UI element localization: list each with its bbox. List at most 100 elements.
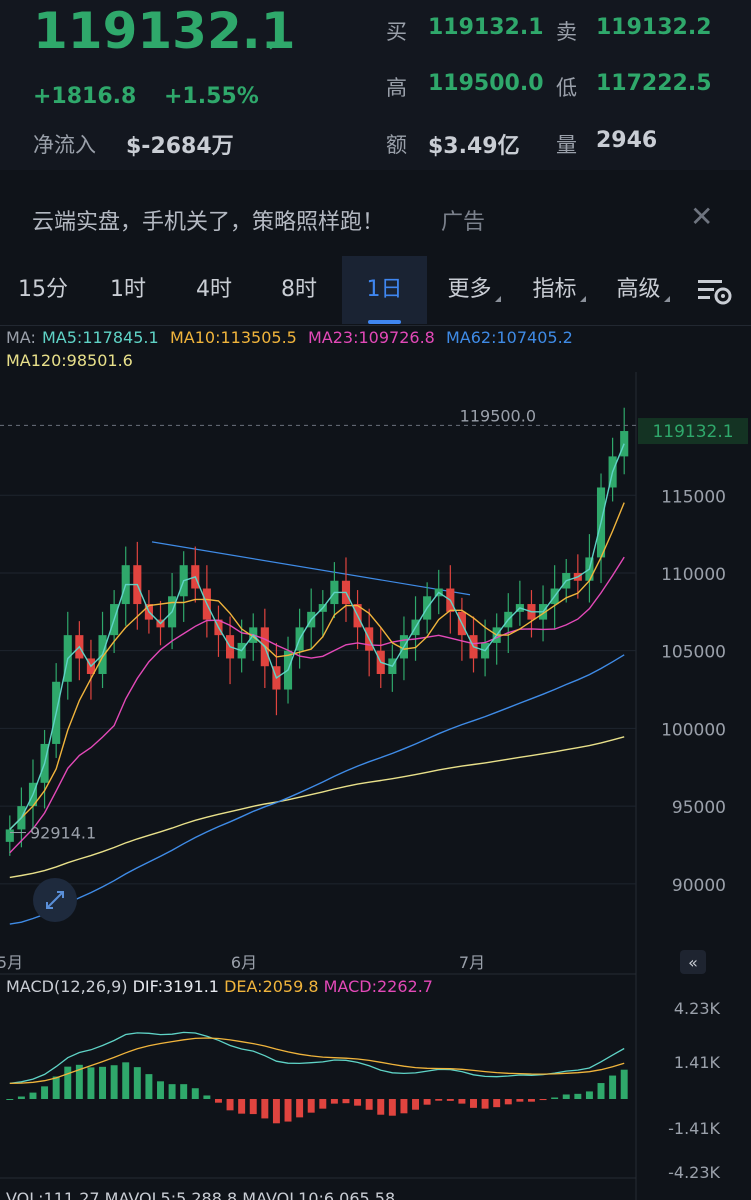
price-change-pct: +1.55% (164, 84, 259, 109)
ma62-line (9, 654, 625, 925)
amount-value: $3.49亿 (428, 134, 520, 159)
tab-advanced-label: 高级 (616, 277, 661, 302)
macd-bar (458, 1099, 466, 1104)
macd-bar (261, 1099, 269, 1119)
high-annotation: 119500.0 (460, 406, 536, 425)
macd-bar (470, 1099, 477, 1108)
tab-1h[interactable]: 1时 (110, 277, 146, 302)
macd-tick-label: -4.23K (668, 1163, 720, 1182)
macd-bar (435, 1099, 443, 1101)
macd-bar (481, 1099, 489, 1109)
bid-value: 119132.1 (428, 15, 544, 40)
ask-value: 119132.2 (596, 15, 712, 40)
ma23-line (9, 556, 625, 854)
x-tick-label: 5月 (0, 953, 23, 972)
macd-bar (6, 1099, 14, 1100)
macd-bar (99, 1066, 107, 1099)
tab-15m[interactable]: 15分 (18, 277, 68, 302)
ask-label: 卖 (556, 20, 577, 44)
volume-label: 量 (556, 133, 577, 157)
price-change: +1816.8 (33, 84, 137, 109)
net-inflow-label: 净流入 (33, 133, 96, 157)
macd-tick-label: 1.41K (674, 1053, 721, 1072)
trend-line (151, 541, 471, 596)
double-chevron-left-icon: « (688, 953, 698, 972)
dea-line (9, 1037, 625, 1085)
ad-banner[interactable] (0, 176, 751, 256)
tab-1d[interactable]: 1日 (342, 256, 427, 324)
macd-bar (342, 1099, 350, 1104)
macd-bar (272, 1099, 280, 1124)
macd-bar (319, 1099, 327, 1109)
ad-text[interactable]: 云端实盘，手机关了，策略照样跑！ (32, 210, 385, 235)
volume-value: 2946 (596, 128, 658, 153)
last-price: 119132.1 (33, 2, 296, 60)
macd-bar (87, 1067, 95, 1099)
macd-bar (110, 1065, 118, 1099)
tab-advanced[interactable]: 高级 (602, 256, 684, 324)
macd-bar (400, 1099, 408, 1114)
tab-more[interactable]: 更多 (432, 256, 516, 324)
tab-indicators[interactable]: 指标 (518, 256, 600, 324)
macd-tick-label: 4.23K (674, 999, 721, 1018)
tab-4h[interactable]: 4时 (196, 277, 232, 302)
low-label: 低 (556, 76, 577, 100)
macd-bar (168, 1084, 176, 1099)
macd-bar (296, 1099, 304, 1118)
macd-bar (609, 1075, 617, 1099)
macd-bar (493, 1099, 501, 1108)
macd-bar (412, 1099, 420, 1110)
ma23-legend: MA23:109726.8 (308, 328, 435, 347)
chart-settings-icon[interactable] (696, 276, 734, 306)
close-icon[interactable]: ✕ (690, 200, 714, 233)
macd-bar (203, 1095, 211, 1099)
ma5-line (9, 443, 625, 830)
macd-bar (133, 1067, 141, 1099)
ma-prefix: MA: (6, 328, 36, 347)
macd-bar (249, 1099, 257, 1115)
macd-bar (620, 1069, 628, 1099)
tab-8h[interactable]: 8时 (281, 277, 317, 302)
y-tick-label: 105000 (661, 643, 726, 663)
macd-bar (214, 1099, 222, 1103)
macd-bar (330, 1099, 338, 1104)
low-annotation: 92914.1 (30, 824, 96, 843)
expand-icon (46, 891, 64, 909)
quote-header (0, 0, 751, 170)
macd-bar (377, 1099, 385, 1115)
macd-bar (64, 1066, 72, 1099)
y-tick-label: 90000 (672, 876, 726, 896)
macd-bar (180, 1084, 188, 1099)
macd-bar (52, 1076, 60, 1099)
macd-bar (145, 1074, 153, 1099)
amount-label: 额 (386, 133, 407, 157)
macd-bar (562, 1094, 570, 1099)
high-label: 高 (386, 76, 407, 100)
macd-bar (504, 1099, 512, 1105)
y-tick-label: 110000 (661, 565, 726, 585)
y-tick-label: 95000 (672, 798, 726, 818)
y-tick-label: 100000 (661, 720, 726, 740)
ad-tag: 广告 (441, 210, 486, 235)
macd-bar (597, 1083, 605, 1099)
macd-bar (307, 1099, 315, 1113)
macd-bar (516, 1099, 524, 1102)
last-price-tag: 119132.1 (652, 422, 733, 442)
candlestick-chart[interactable]: 115000 110000 105000 100000 95000 90000 119500… (0, 372, 751, 1200)
macd-bar (238, 1099, 246, 1114)
dif-line (9, 1031, 625, 1085)
macd-bar (574, 1093, 582, 1099)
macd-bar (17, 1096, 25, 1099)
ma120-legend: MA120:98501.6 (6, 351, 133, 370)
macd-tick-label: -1.41K (668, 1119, 720, 1138)
macd-bar (226, 1099, 234, 1111)
macd-bar (191, 1088, 199, 1099)
macd-bar (122, 1062, 130, 1099)
macd-bar (29, 1092, 37, 1099)
ma10-line (9, 502, 625, 830)
x-tick-label: 6月 (231, 953, 257, 972)
ma5-legend: MA5:117845.1 (42, 328, 159, 347)
last-price-tag-bg (638, 418, 748, 445)
high-value: 119500.0 (428, 71, 544, 96)
tab-indicators-label: 指标 (532, 277, 577, 302)
